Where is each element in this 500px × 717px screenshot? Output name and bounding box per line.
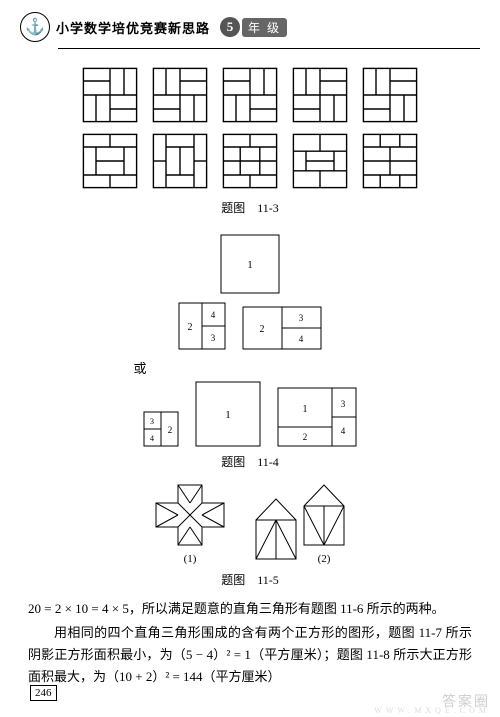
caption-11-5: 题图 11-5 — [0, 571, 500, 588]
svg-text:2: 2 — [188, 322, 193, 333]
fig114-square-1b: 1 — [195, 381, 261, 447]
svg-text:4: 4 — [299, 334, 304, 344]
fig115-group-2: (2) — [255, 484, 345, 565]
or-label: 或 — [130, 358, 150, 377]
svg-text:3: 3 — [341, 399, 346, 409]
svg-text:2: 2 — [303, 432, 308, 442]
fig114-row2: 2 4 3 2 3 4 — [0, 302, 500, 350]
svg-text:2: 2 — [260, 324, 265, 335]
svg-text:1: 1 — [303, 404, 308, 415]
fig113-tile — [152, 67, 208, 123]
fig113-tile — [152, 133, 208, 189]
house-shape-b — [303, 484, 345, 546]
text-line-1: 20 = 2 × 10 = 4 × 5，所以满足题意的直角三角形有题图 11-6… — [28, 598, 472, 620]
figure-11-3: 题图 11-3 — [0, 67, 500, 216]
fig113-tile — [82, 133, 138, 189]
fig113-tile — [82, 67, 138, 123]
plus-shape — [155, 484, 225, 546]
fig114-rect-234a: 2 3 4 — [242, 306, 322, 350]
fig113-tile — [222, 67, 278, 123]
fig113-tile — [362, 67, 418, 123]
anchor-logo: ⚓ — [20, 12, 50, 42]
group-label-1: (1) — [155, 553, 225, 565]
svg-text:3: 3 — [299, 313, 304, 323]
header-rule — [58, 48, 480, 49]
book-title: 小学数学培优竞赛新思路 — [56, 18, 210, 37]
fig114-row1: 1 — [0, 234, 500, 294]
fig113-tile — [292, 133, 348, 189]
text-line-2: 用相同的四个直角三角形围成的含有两个正方形的图形，题图 11-7 所示阴影正方形… — [28, 622, 472, 688]
fig115-group-1: (1) — [155, 484, 225, 565]
fig114-row3: 2 3 4 1 3 4 1 2 — [0, 381, 500, 447]
page-header: ⚓ 小学数学培优竞赛新思路 5 年 级 — [0, 0, 500, 46]
fig113-row1 — [0, 67, 500, 123]
fig114-square-1: 1 — [220, 234, 280, 294]
fig114-square-234a: 2 4 3 — [178, 302, 226, 350]
house-shape-a — [255, 498, 297, 560]
body-text: 20 = 2 × 10 = 4 × 5，所以满足题意的直角三角形有题图 11-6… — [0, 588, 500, 688]
fig113-tile — [222, 133, 278, 189]
page-number: 246 — [30, 685, 57, 701]
caption-11-4: 题图 11-4 — [0, 453, 500, 470]
figure-11-4: 1 2 4 3 2 3 4 或 2 3 4 — [0, 234, 500, 470]
svg-text:3: 3 — [150, 417, 154, 426]
svg-text:4: 4 — [211, 310, 216, 320]
watermark-sub: WWW.MXQE.COM — [374, 706, 490, 715]
fig113-tile — [292, 67, 348, 123]
grade-badge: 5 年 级 — [220, 17, 287, 37]
svg-text:1: 1 — [247, 259, 253, 271]
fig113-tile — [362, 133, 418, 189]
svg-text:3: 3 — [211, 333, 216, 343]
group-label-2: (2) — [303, 553, 345, 565]
grade-suffix: 年 级 — [242, 18, 287, 37]
fig115-row: (1) (2) — [0, 484, 500, 565]
fig114-square-234b: 2 3 4 — [143, 411, 179, 447]
fig114-rect-234b: 3 4 1 2 — [277, 387, 357, 447]
grade-number: 5 — [220, 17, 240, 37]
caption-11-3: 题图 11-3 — [0, 199, 500, 216]
svg-text:4: 4 — [150, 434, 154, 443]
svg-text:2: 2 — [168, 425, 173, 435]
svg-text:1: 1 — [225, 409, 231, 421]
fig113-row2 — [0, 133, 500, 189]
svg-text:4: 4 — [341, 426, 346, 436]
figure-11-5: (1) (2) — [0, 484, 500, 588]
